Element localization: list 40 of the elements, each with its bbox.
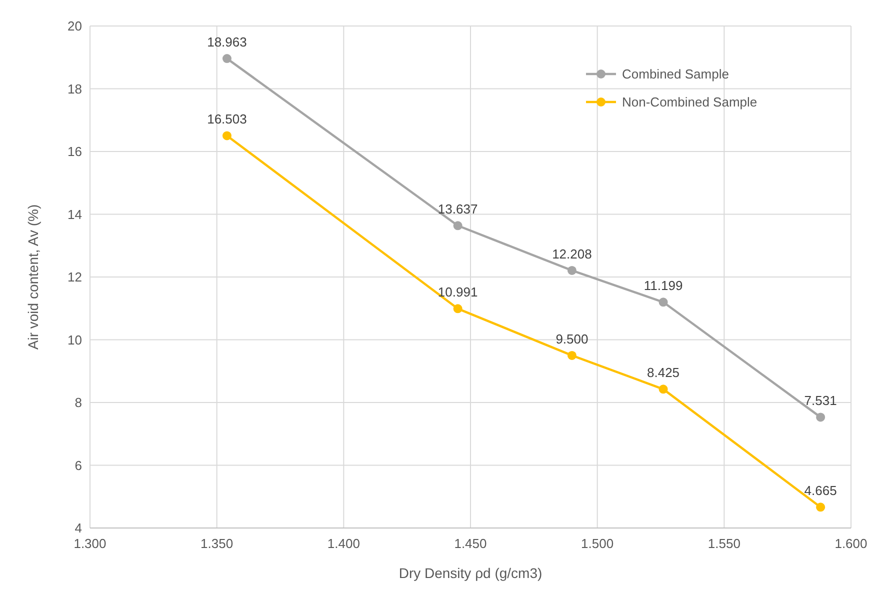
data-label: 12.208	[552, 246, 592, 262]
data-label: 7.531	[804, 393, 837, 408]
x-tick-label: 1.300	[74, 536, 106, 551]
point	[816, 412, 826, 422]
data-label: 4.665	[804, 483, 837, 498]
x-tick-label: 1.350	[200, 536, 234, 551]
x-tick-label: 1.400	[327, 536, 360, 551]
y-tick-label: 12	[68, 270, 82, 285]
point	[222, 131, 232, 140]
point	[567, 350, 576, 360]
y-tick-label: 16	[68, 144, 82, 160]
x-tick-label: 1.450	[454, 536, 487, 551]
y-axis-title: Air void content, Av (%)	[25, 204, 41, 350]
y-tick-label: 20	[68, 18, 82, 34]
data-label: 10.991	[438, 284, 478, 300]
y-tick-label: 4	[74, 520, 82, 536]
y-tick-label: 6	[74, 458, 82, 473]
x-tick-label: 1.500	[581, 536, 614, 551]
y-tick-label: 18	[68, 81, 82, 96]
data-label: 11.199	[644, 278, 683, 294]
x-axis-title: Dry Density ρd (g/cm3)	[398, 565, 542, 581]
point	[658, 298, 668, 307]
point	[567, 266, 576, 275]
point	[816, 502, 826, 512]
data-label: 13.637	[438, 202, 478, 217]
data-label: 16.503	[207, 112, 247, 127]
y-tick-label: 10	[68, 332, 82, 348]
data-label: 8.425	[647, 365, 680, 380]
point	[453, 304, 462, 314]
legend-label: Combined Sample	[622, 66, 729, 82]
data-label: 18.963	[207, 34, 247, 50]
legend-label: Non-Combined Sample	[622, 94, 758, 110]
point	[222, 54, 232, 64]
y-tick-label: 8	[74, 395, 82, 410]
y-tick-label: 14	[68, 206, 82, 222]
x-tick-label: 1.550	[708, 536, 740, 551]
point	[658, 384, 668, 394]
data-label: 9.500	[556, 331, 588, 346]
x-tick-label: 1.600	[834, 536, 868, 551]
point	[453, 221, 462, 230]
